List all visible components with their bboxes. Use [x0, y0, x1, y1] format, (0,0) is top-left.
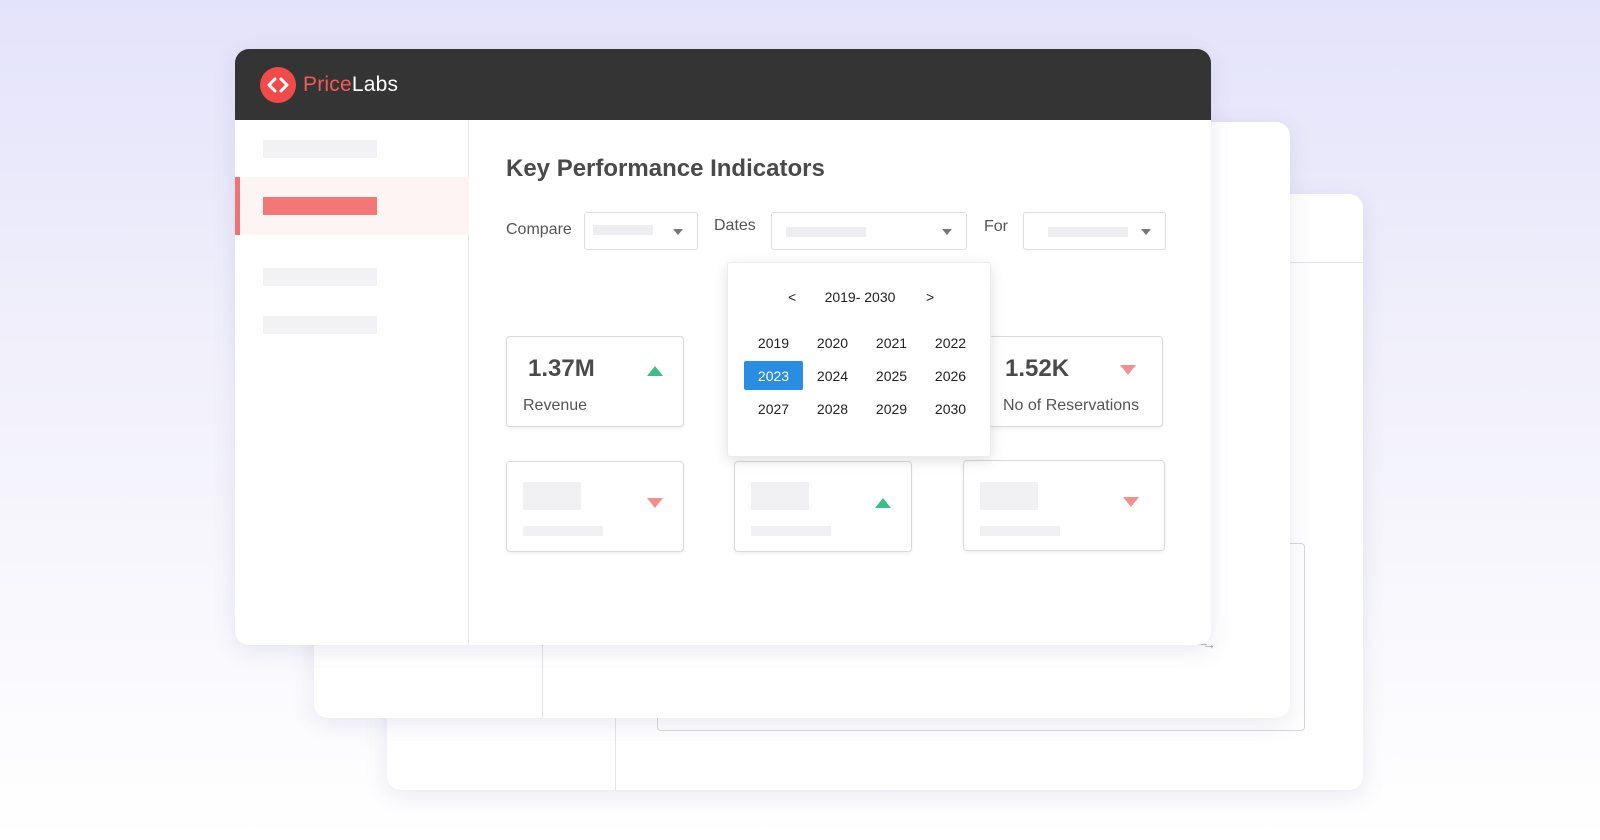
- value-placeholder: [980, 482, 1038, 510]
- dates-label: Dates: [714, 217, 756, 234]
- value-placeholder: [751, 482, 809, 510]
- year-option-2020[interactable]: 2020: [816, 334, 849, 351]
- kpi-card-placeholder[interactable]: [506, 461, 684, 552]
- year-option-2028[interactable]: 2028: [816, 400, 849, 417]
- compare-select[interactable]: [584, 212, 698, 250]
- sidebar-item-placeholder[interactable]: [263, 140, 377, 158]
- kpi-card-placeholder[interactable]: [963, 460, 1165, 551]
- trend-down-icon: [1123, 497, 1139, 507]
- kpi-value: 1.37M: [528, 355, 595, 382]
- year-option-2026[interactable]: 2026: [934, 367, 967, 384]
- sidebar-item-active[interactable]: [235, 177, 469, 235]
- year-option-2025[interactable]: 2025: [875, 367, 908, 384]
- brand-name-part1: Price: [303, 72, 352, 96]
- chevron-down-icon: [942, 229, 952, 235]
- trend-down-icon: [647, 498, 663, 508]
- chevron-down-icon: [673, 229, 683, 235]
- for-select[interactable]: [1023, 212, 1166, 250]
- decade-range-label: 2019- 2030: [824, 289, 896, 305]
- select-value-placeholder: [1048, 227, 1128, 237]
- sidebar-item-placeholder[interactable]: [263, 268, 377, 286]
- year-option-2023[interactable]: 2023: [744, 361, 803, 390]
- kpi-card-reservations[interactable]: 1.52K No of Reservations: [963, 336, 1163, 427]
- brand-name[interactable]: PriceLabs: [303, 73, 398, 97]
- select-value-placeholder: [593, 225, 653, 235]
- dates-select[interactable]: [771, 212, 967, 250]
- sidebar-item-placeholder: [263, 197, 377, 215]
- trend-up-icon: [875, 498, 891, 508]
- code-brackets-icon[interactable]: [260, 66, 296, 103]
- prev-decade-button[interactable]: <: [788, 289, 797, 305]
- year-option-2027[interactable]: 2027: [757, 400, 790, 417]
- kpi-label: Revenue: [523, 397, 588, 414]
- trend-up-icon: [647, 366, 663, 376]
- year-option-2019[interactable]: 2019: [757, 334, 790, 351]
- active-indicator: [235, 177, 240, 235]
- year-option-2024[interactable]: 2024: [816, 367, 849, 384]
- chevron-down-icon: [1141, 229, 1151, 235]
- kpi-card-revenue[interactable]: 1.37M Revenue: [506, 336, 684, 427]
- label-placeholder: [751, 526, 831, 536]
- value-placeholder: [523, 482, 581, 510]
- next-decade-button[interactable]: >: [926, 289, 935, 305]
- sidebar-item-placeholder[interactable]: [263, 316, 377, 334]
- year-option-2022[interactable]: 2022: [934, 334, 967, 351]
- page-title: Key Performance Indicators: [506, 155, 825, 182]
- year-option-2021[interactable]: 2021: [875, 334, 908, 351]
- trend-down-icon: [1120, 365, 1136, 375]
- label-placeholder: [980, 526, 1060, 536]
- year-option-2029[interactable]: 2029: [875, 400, 908, 417]
- year-grid: 2019 2020 2021 2022 2023 2024 2025 2026 2027 2028…: [744, 326, 980, 425]
- brand-name-part2: Labs: [351, 72, 399, 96]
- kpi-label: No of Reservations: [1003, 397, 1140, 414]
- sidebar: [235, 120, 469, 645]
- year-picker: < 2019- 2030 > 2019 2020 2021 2022 2023 2024 2…: [727, 262, 991, 457]
- for-label: For: [984, 218, 1008, 235]
- year-option-2030[interactable]: 2030: [934, 400, 967, 417]
- top-bar: PriceLabs: [235, 49, 1211, 120]
- kpi-value: 1.52K: [1005, 355, 1070, 382]
- kpi-card-placeholder[interactable]: [734, 461, 912, 552]
- select-value-placeholder: [786, 227, 866, 237]
- label-placeholder: [523, 526, 603, 536]
- compare-label: Compare: [506, 221, 572, 238]
